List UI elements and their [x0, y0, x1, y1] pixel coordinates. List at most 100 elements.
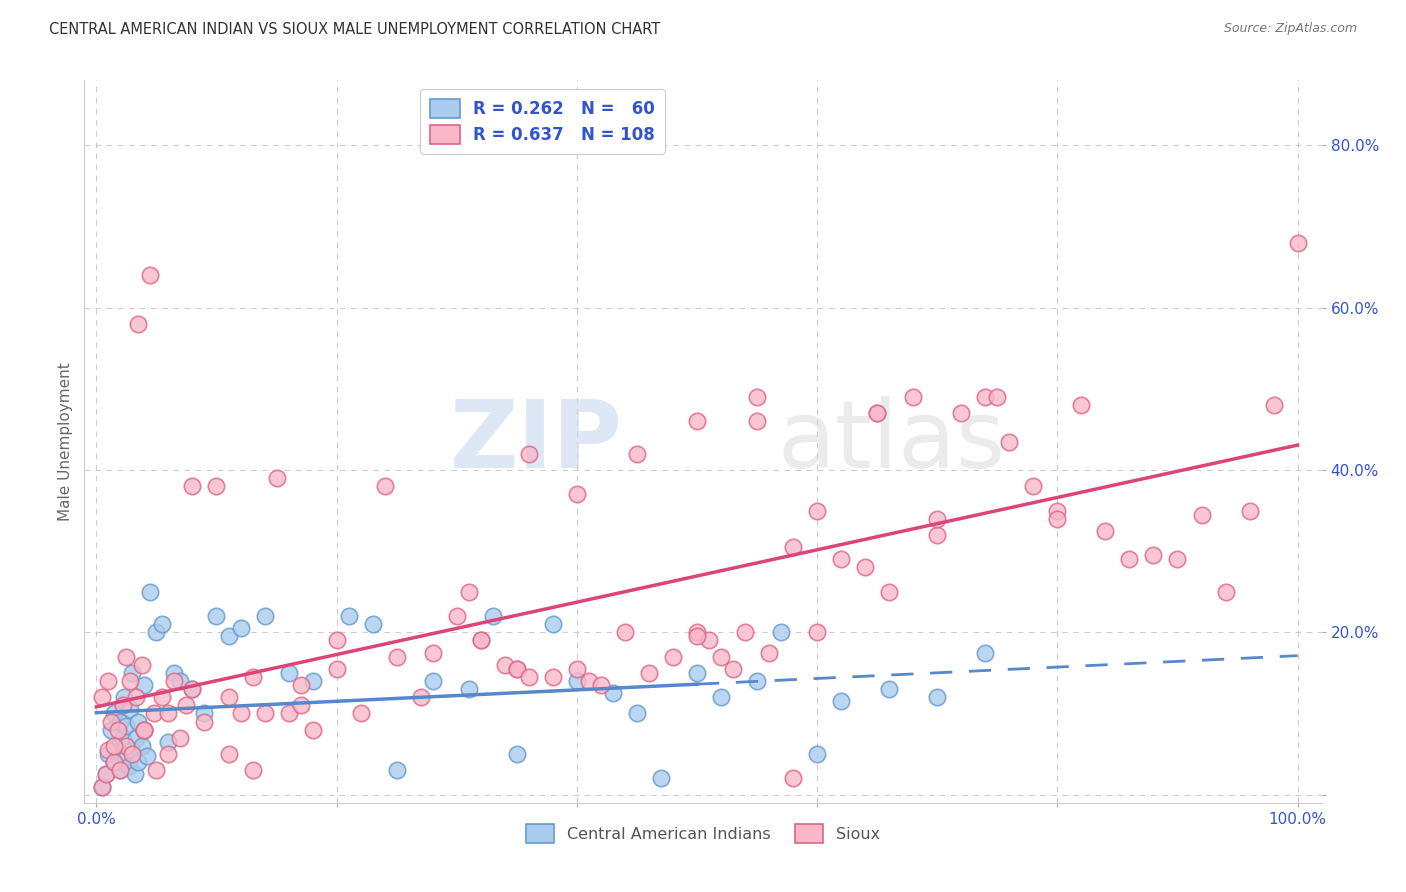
Point [866, 406, 889, 420]
Point [782, 540, 804, 554]
Point [565, 487, 588, 501]
Point [541, 617, 564, 632]
Point [806, 747, 828, 761]
Point [830, 694, 852, 708]
Point [131, 739, 153, 753]
Point [115, 751, 138, 765]
Point [229, 621, 252, 635]
Point [710, 649, 733, 664]
Point [103, 706, 125, 721]
Point [118, 702, 141, 716]
Point [446, 609, 468, 624]
Point [163, 665, 186, 680]
Point [134, 678, 156, 692]
Point [903, 390, 925, 404]
Text: atlas: atlas [778, 395, 1005, 488]
Point [152, 617, 174, 632]
Point [131, 657, 153, 672]
Point [457, 584, 479, 599]
Point [974, 646, 997, 660]
Point [91, 780, 114, 794]
Point [517, 447, 540, 461]
Point [145, 625, 167, 640]
Point [470, 633, 492, 648]
Point [1046, 503, 1069, 517]
Point [181, 479, 204, 493]
Point [301, 723, 323, 737]
Point [125, 731, 148, 745]
Point [157, 747, 180, 761]
Point [134, 723, 156, 737]
Point [218, 747, 240, 761]
Point [242, 670, 264, 684]
Point [710, 690, 733, 705]
Point [758, 646, 780, 660]
Point [626, 706, 648, 721]
Point [506, 662, 529, 676]
Point [325, 662, 347, 676]
Point [422, 673, 444, 688]
Point [1118, 552, 1140, 566]
Point [145, 764, 167, 778]
Point [152, 690, 174, 705]
Point [350, 706, 373, 721]
Point [866, 406, 889, 420]
Legend: Central American Indians, Sioux: Central American Indians, Sioux [519, 818, 887, 849]
Point [853, 560, 876, 574]
Text: Source: ZipAtlas.com: Source: ZipAtlas.com [1223, 22, 1357, 36]
Point [745, 390, 768, 404]
Point [565, 662, 588, 676]
Point [1191, 508, 1213, 522]
Point [253, 609, 276, 624]
Point [602, 686, 624, 700]
Point [325, 633, 347, 648]
Point [110, 764, 132, 778]
Point [927, 511, 949, 525]
Point [578, 673, 600, 688]
Point [697, 633, 720, 648]
Point [650, 772, 672, 786]
Point [134, 723, 156, 737]
Point [1046, 511, 1069, 525]
Point [686, 665, 709, 680]
Point [110, 714, 132, 729]
Point [806, 625, 828, 640]
Point [229, 706, 252, 721]
Point [127, 317, 149, 331]
Point [94, 767, 117, 781]
Point [1239, 503, 1261, 517]
Point [806, 503, 828, 517]
Point [422, 646, 444, 660]
Point [1166, 552, 1188, 566]
Point [94, 767, 117, 781]
Point [169, 673, 191, 688]
Point [118, 759, 141, 773]
Point [163, 673, 186, 688]
Point [169, 731, 191, 745]
Point [97, 747, 120, 761]
Point [193, 714, 215, 729]
Point [613, 625, 636, 640]
Point [1263, 398, 1285, 412]
Point [457, 682, 479, 697]
Point [107, 739, 129, 753]
Point [115, 649, 138, 664]
Text: CENTRAL AMERICAN INDIAN VS SIOUX MALE UNEMPLOYMENT CORRELATION CHART: CENTRAL AMERICAN INDIAN VS SIOUX MALE UN… [49, 22, 661, 37]
Point [686, 414, 709, 428]
Point [470, 633, 492, 648]
Point [1070, 398, 1092, 412]
Point [218, 690, 240, 705]
Point [290, 678, 312, 692]
Point [205, 479, 228, 493]
Point [107, 723, 129, 737]
Point [91, 690, 114, 705]
Point [950, 406, 973, 420]
Point [1094, 524, 1116, 538]
Point [638, 665, 661, 680]
Point [121, 665, 143, 680]
Point [998, 434, 1021, 449]
Point [277, 665, 299, 680]
Point [686, 625, 709, 640]
Point [686, 629, 709, 643]
Point [134, 723, 156, 737]
